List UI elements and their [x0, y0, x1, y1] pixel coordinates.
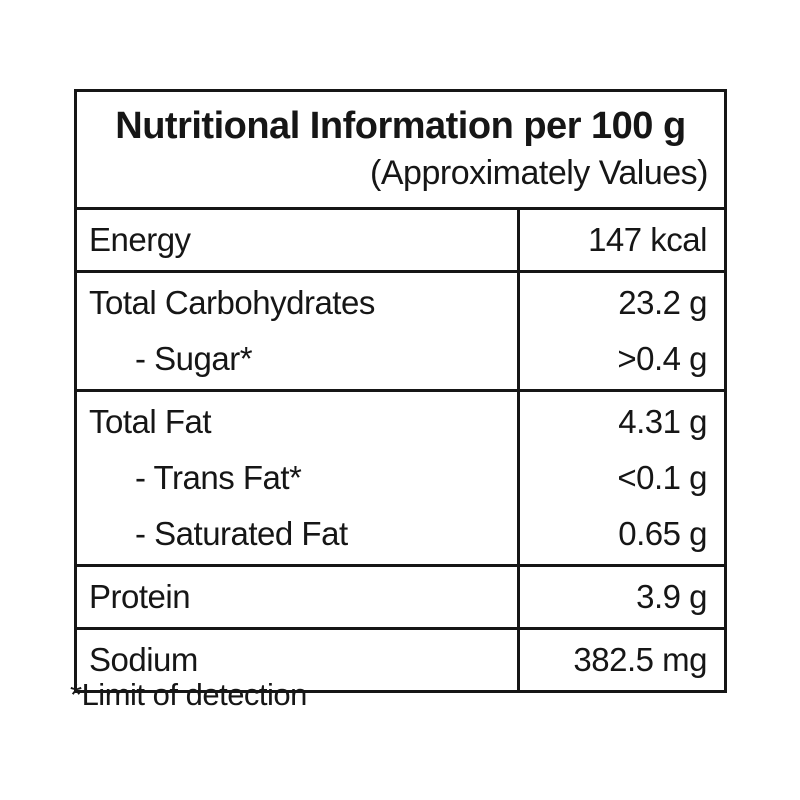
nutrient-label: - Trans Fat* [135, 459, 302, 496]
nutrient-value: 23.2 g [618, 284, 707, 321]
nutrient-label: Protein [89, 578, 191, 615]
nutrient-value: 3.9 g [636, 578, 707, 615]
nutrient-value-column: 147 kcal [517, 210, 724, 270]
nutrient-label-column: Energy [77, 210, 517, 270]
table-title: Nutritional Information per 100 g [115, 105, 686, 147]
nutrient-value-column: 382.5 mg [517, 630, 724, 690]
table-row: Total Fat - Trans Fat* - Saturated Fat 4.31… [77, 389, 724, 564]
nutrient-value: 147 kcal [588, 221, 707, 258]
table-row: Energy 147 kcal [77, 207, 724, 270]
nutrient-value: 4.31 g [618, 403, 707, 440]
nutrient-label-column: Sodium [77, 630, 517, 690]
nutrient-value: 382.5 mg [573, 641, 707, 678]
nutrient-value-column: 23.2 g >0.4 g [517, 273, 724, 389]
nutrient-label: Total Carbohydrates [89, 284, 375, 321]
nutrient-value-column: 4.31 g <0.1 g 0.65 g [517, 392, 724, 564]
nutrient-value: >0.4 g [617, 340, 707, 377]
nutrient-label: - Saturated Fat [135, 515, 348, 552]
nutrient-label-column: Protein [77, 567, 517, 627]
table-row: Total Carbohydrates - Sugar* 23.2 g >0.4 g [77, 270, 724, 389]
table-header: Nutritional Information per 100 g (Appro… [77, 92, 724, 207]
nutrient-label: Energy [89, 221, 191, 258]
nutrient-label: Sodium [89, 641, 198, 678]
nutrient-label-column: Total Carbohydrates - Sugar* [77, 273, 517, 389]
nutrition-table: Nutritional Information per 100 g (Appro… [74, 89, 727, 693]
nutrient-value-column: 3.9 g [517, 567, 724, 627]
table-row: Protein 3.9 g [77, 564, 724, 627]
nutrient-label: - Sugar* [135, 340, 253, 377]
nutrient-label-column: Total Fat - Trans Fat* - Saturated Fat [77, 392, 517, 564]
nutrient-label: Total Fat [89, 403, 212, 440]
nutrient-value: <0.1 g [617, 459, 707, 496]
nutrient-value: 0.65 g [618, 515, 707, 552]
footnote: *Limit of detection [70, 677, 307, 712]
table-subtitle: (Approximately Values) [370, 154, 708, 192]
nutrition-table-body: Energy 147 kcal Total Carbohydrates - Sugar… [77, 207, 724, 690]
table-row: Sodium 382.5 mg [77, 627, 724, 690]
